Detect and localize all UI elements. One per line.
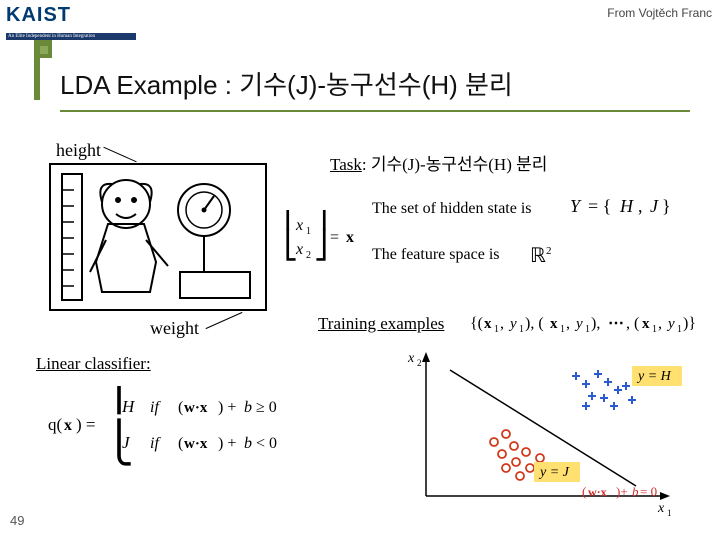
svg-text:1: 1 (667, 508, 672, 516)
svg-text:w·x: w·x (184, 400, 208, 416)
svg-text:y = J: y = J (538, 465, 570, 480)
height-pointer (103, 147, 136, 163)
hidden-state-text: The set of hidden state is (372, 200, 532, 218)
svg-text:,: , (658, 315, 662, 332)
logo-text: KAIST (6, 4, 71, 26)
svg-text:),: ), (591, 315, 600, 332)
svg-text:1: 1 (560, 324, 565, 335)
feature-space-text: The feature space is (372, 246, 499, 264)
svg-text:⎤: ⎤ (314, 210, 328, 232)
svg-text:,: , (566, 315, 570, 332)
svg-text:1: 1 (494, 324, 499, 335)
task-line: Task: 기수(J)-농구선수(H) 분리 (330, 150, 547, 175)
svg-text:J: J (650, 196, 659, 216)
svg-text:)}: )} (683, 315, 696, 332)
accent-square-inner (40, 46, 48, 54)
svg-text:x: x (407, 351, 415, 366)
svg-text:x: x (64, 417, 72, 434)
svg-text:= {: = { (588, 196, 611, 216)
svg-text:(: ( (178, 435, 183, 452)
svg-text:,: , (638, 196, 643, 216)
svg-text:≥ 0: ≥ 0 (256, 399, 277, 416)
logo: KAIST An Elite Independent in Human Inte… (6, 4, 142, 40)
svg-text:)+: )+ (616, 484, 628, 499)
svg-text:H: H (619, 196, 634, 216)
svg-text:2: 2 (306, 250, 311, 261)
svg-text:H: H (121, 397, 136, 416)
svg-text:⎦: ⎦ (314, 227, 328, 261)
svg-text:x: x (295, 241, 303, 258)
svg-text:x: x (295, 217, 303, 234)
height-label: height (56, 140, 101, 161)
task-label: Task (330, 155, 362, 174)
svg-text:) +: ) + (218, 399, 236, 416)
svg-text:= 0: = 0 (640, 484, 657, 499)
svg-text:ℝ: ℝ (530, 245, 546, 267)
svg-text:if: if (150, 435, 161, 452)
svg-text:2: 2 (417, 358, 422, 368)
svg-text:), (: ), ( (525, 315, 544, 332)
svg-text:}: } (662, 196, 671, 216)
svg-text:b: b (244, 399, 252, 416)
svg-text:if: if (150, 399, 161, 416)
training-set-equation: {( x 1 , y 1 ), ( x 1 , y 1 ), ⋯ , ( x 1… (470, 310, 700, 336)
logo-subtitle: An Elite Independent in Human Integratio… (6, 33, 136, 40)
feature-vector-equation: ⎡ ⎣ x 1 x 2 ⎤ ⎦ = x (284, 210, 374, 268)
svg-text:1: 1 (677, 324, 682, 335)
svg-text:y: y (574, 316, 583, 332)
svg-text:, (: , ( (626, 315, 639, 332)
svg-text:x: x (346, 229, 354, 246)
svg-text:1: 1 (585, 324, 590, 335)
svg-text:w·x: w·x (184, 436, 208, 452)
task-text: : 기수(J)-농구선수(H) 분리 (362, 155, 548, 174)
height-weight-illustration (48, 162, 268, 312)
svg-text:x: x (550, 316, 558, 332)
weight-label: weight (150, 318, 199, 339)
svg-text:(: ( (178, 399, 183, 416)
classifier-equation: q( x ) = ⎧ ⎩ H if ( w·x ) + b ≥ 0 J if (… (48, 386, 348, 466)
weight-pointer (206, 312, 243, 329)
training-examples-label: Training examples (318, 314, 444, 334)
svg-text:⋯: ⋯ (608, 315, 624, 332)
svg-text:,: , (500, 315, 504, 332)
svg-text:Y: Y (570, 196, 582, 216)
svg-text:{(: {( (470, 315, 483, 332)
svg-text:x: x (657, 501, 665, 516)
svg-text:y = H: y = H (636, 369, 672, 384)
svg-text:x: x (484, 316, 492, 332)
scatter-plot: x 2 x 1 y = H y = J ( w·x )+ b = 0 (386, 346, 686, 516)
title-container: LDA Example : 기수(J)-농구선수(H) 분리 (60, 56, 690, 112)
feature-space-equation: ℝ 2 (530, 244, 570, 270)
svg-text:q(: q( (48, 415, 63, 434)
svg-text:1: 1 (306, 226, 311, 237)
svg-text:) +: ) + (218, 435, 236, 452)
svg-text:) =: ) = (76, 415, 96, 434)
svg-text:< 0: < 0 (256, 435, 277, 452)
svg-text:b: b (244, 435, 252, 452)
slide-title: LDA Example : 기수(J)-농구선수(H) 분리 (60, 65, 513, 102)
attribution-text: From Vojtěch Franc (607, 6, 712, 20)
svg-text:x: x (642, 316, 650, 332)
svg-text:=: = (330, 229, 339, 246)
svg-text:1: 1 (519, 324, 524, 335)
svg-text:(: ( (582, 484, 586, 499)
page-number: 49 (10, 513, 24, 528)
svg-text:y: y (508, 316, 517, 332)
svg-text:w·x: w·x (588, 485, 607, 499)
svg-text:1: 1 (652, 324, 657, 335)
accent-vertical-bar (34, 40, 40, 100)
svg-text:y: y (666, 316, 675, 332)
svg-text:2: 2 (546, 245, 552, 257)
hidden-state-equation: Y = { H , J } (570, 194, 710, 220)
linear-classifier-label: Linear classifier: (36, 354, 151, 374)
svg-text:b: b (632, 484, 639, 499)
